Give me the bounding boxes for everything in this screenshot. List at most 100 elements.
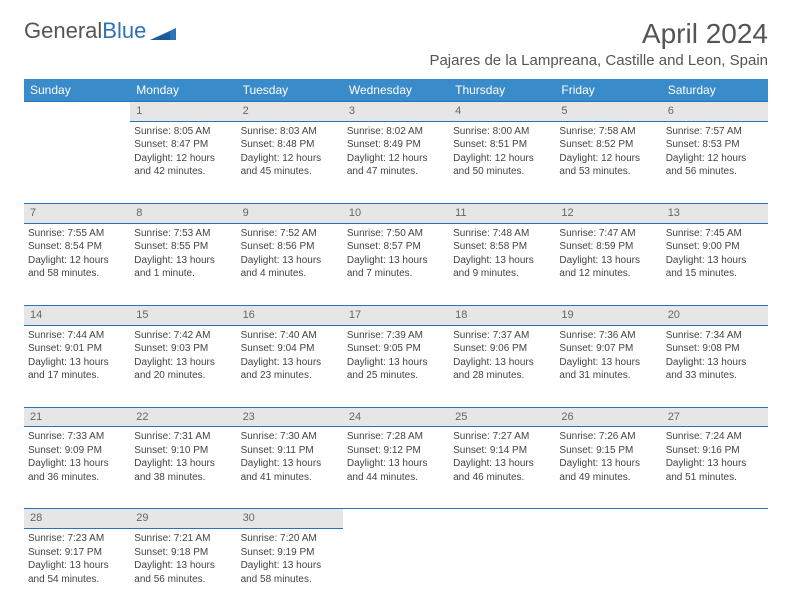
day-number-row: 21222324252627 bbox=[24, 407, 768, 427]
day-cell: Sunrise: 7:24 AMSunset: 9:16 PMDaylight:… bbox=[662, 427, 768, 509]
day-cell bbox=[555, 529, 661, 611]
sunset-text: Sunset: 9:01 PM bbox=[28, 342, 126, 356]
sunrise-text: Sunrise: 7:36 AM bbox=[559, 329, 657, 343]
sunrise-text: Sunrise: 7:53 AM bbox=[134, 227, 232, 241]
day-cell: Sunrise: 7:37 AMSunset: 9:06 PMDaylight:… bbox=[449, 325, 555, 407]
day-cell bbox=[662, 529, 768, 611]
day-cell: Sunrise: 7:45 AMSunset: 9:00 PMDaylight:… bbox=[662, 223, 768, 305]
day-number: 15 bbox=[130, 305, 236, 325]
day-number: 28 bbox=[24, 509, 130, 529]
sunset-text: Sunset: 9:12 PM bbox=[347, 444, 445, 458]
day-number: 29 bbox=[130, 509, 236, 529]
sunrise-text: Sunrise: 7:48 AM bbox=[453, 227, 551, 241]
sunset-text: Sunset: 9:11 PM bbox=[241, 444, 339, 458]
day2-text: and 44 minutes. bbox=[347, 471, 445, 485]
weekday-header: Friday bbox=[555, 79, 661, 102]
sunset-text: Sunset: 9:09 PM bbox=[28, 444, 126, 458]
month-title: April 2024 bbox=[429, 18, 768, 50]
day-cell: Sunrise: 7:53 AMSunset: 8:55 PMDaylight:… bbox=[130, 223, 236, 305]
day1-text: Daylight: 13 hours bbox=[559, 457, 657, 471]
day1-text: Daylight: 13 hours bbox=[134, 559, 232, 573]
location-text: Pajares de la Lampreana, Castille and Le… bbox=[429, 52, 768, 69]
sunrise-text: Sunrise: 7:26 AM bbox=[559, 430, 657, 444]
day1-text: Daylight: 12 hours bbox=[347, 152, 445, 166]
day-number: 18 bbox=[449, 305, 555, 325]
day1-text: Daylight: 13 hours bbox=[347, 457, 445, 471]
day1-text: Daylight: 12 hours bbox=[559, 152, 657, 166]
day1-text: Daylight: 13 hours bbox=[347, 254, 445, 268]
day-cell: Sunrise: 7:34 AMSunset: 9:08 PMDaylight:… bbox=[662, 325, 768, 407]
day2-text: and 42 minutes. bbox=[134, 165, 232, 179]
day2-text: and 41 minutes. bbox=[241, 471, 339, 485]
sunset-text: Sunset: 8:55 PM bbox=[134, 240, 232, 254]
day2-text: and 38 minutes. bbox=[134, 471, 232, 485]
day-number: 23 bbox=[237, 407, 343, 427]
brand-part1: General bbox=[24, 18, 102, 44]
day-cell: Sunrise: 7:47 AMSunset: 8:59 PMDaylight:… bbox=[555, 223, 661, 305]
day-cell bbox=[343, 529, 449, 611]
day-number: 26 bbox=[555, 407, 661, 427]
week-row: Sunrise: 7:55 AMSunset: 8:54 PMDaylight:… bbox=[24, 223, 768, 305]
day2-text: and 58 minutes. bbox=[241, 573, 339, 587]
day-number: 24 bbox=[343, 407, 449, 427]
brand-logo: GeneralBlue bbox=[24, 18, 176, 44]
day-number: 25 bbox=[449, 407, 555, 427]
sunrise-text: Sunrise: 7:45 AM bbox=[666, 227, 764, 241]
day-number: 17 bbox=[343, 305, 449, 325]
day-number: 2 bbox=[237, 102, 343, 122]
sunset-text: Sunset: 8:53 PM bbox=[666, 138, 764, 152]
day-number bbox=[662, 509, 768, 529]
weekday-header: Saturday bbox=[662, 79, 768, 102]
sunrise-text: Sunrise: 7:50 AM bbox=[347, 227, 445, 241]
day-number: 3 bbox=[343, 102, 449, 122]
day1-text: Daylight: 13 hours bbox=[453, 457, 551, 471]
day1-text: Daylight: 13 hours bbox=[666, 254, 764, 268]
day1-text: Daylight: 13 hours bbox=[134, 356, 232, 370]
day-cell: Sunrise: 7:21 AMSunset: 9:18 PMDaylight:… bbox=[130, 529, 236, 611]
sunset-text: Sunset: 9:17 PM bbox=[28, 546, 126, 560]
day-cell: Sunrise: 7:39 AMSunset: 9:05 PMDaylight:… bbox=[343, 325, 449, 407]
weekday-header: Sunday bbox=[24, 79, 130, 102]
sunset-text: Sunset: 9:10 PM bbox=[134, 444, 232, 458]
day2-text: and 58 minutes. bbox=[28, 267, 126, 281]
weekday-header-row: Sunday Monday Tuesday Wednesday Thursday… bbox=[24, 79, 768, 102]
sunrise-text: Sunrise: 7:21 AM bbox=[134, 532, 232, 546]
day2-text: and 20 minutes. bbox=[134, 369, 232, 383]
day1-text: Daylight: 13 hours bbox=[559, 356, 657, 370]
day-number: 21 bbox=[24, 407, 130, 427]
day-cell: Sunrise: 7:33 AMSunset: 9:09 PMDaylight:… bbox=[24, 427, 130, 509]
day-number: 8 bbox=[130, 203, 236, 223]
day-cell: Sunrise: 8:05 AMSunset: 8:47 PMDaylight:… bbox=[130, 121, 236, 203]
sunrise-text: Sunrise: 7:42 AM bbox=[134, 329, 232, 343]
sunset-text: Sunset: 9:16 PM bbox=[666, 444, 764, 458]
day-cell: Sunrise: 7:44 AMSunset: 9:01 PMDaylight:… bbox=[24, 325, 130, 407]
day-number: 19 bbox=[555, 305, 661, 325]
day2-text: and 4 minutes. bbox=[241, 267, 339, 281]
day2-text: and 36 minutes. bbox=[28, 471, 126, 485]
day-cell: Sunrise: 7:31 AMSunset: 9:10 PMDaylight:… bbox=[130, 427, 236, 509]
day1-text: Daylight: 13 hours bbox=[28, 559, 126, 573]
sunrise-text: Sunrise: 7:52 AM bbox=[241, 227, 339, 241]
day1-text: Daylight: 12 hours bbox=[241, 152, 339, 166]
sunset-text: Sunset: 9:04 PM bbox=[241, 342, 339, 356]
day-number: 6 bbox=[662, 102, 768, 122]
sunset-text: Sunset: 8:52 PM bbox=[559, 138, 657, 152]
brand-part2: Blue bbox=[102, 18, 146, 44]
day-cell bbox=[449, 529, 555, 611]
day-cell: Sunrise: 7:57 AMSunset: 8:53 PMDaylight:… bbox=[662, 121, 768, 203]
sunset-text: Sunset: 9:07 PM bbox=[559, 342, 657, 356]
day-number bbox=[343, 509, 449, 529]
day-cell: Sunrise: 7:48 AMSunset: 8:58 PMDaylight:… bbox=[449, 223, 555, 305]
day-number: 7 bbox=[24, 203, 130, 223]
day-number: 22 bbox=[130, 407, 236, 427]
week-row: Sunrise: 7:44 AMSunset: 9:01 PMDaylight:… bbox=[24, 325, 768, 407]
day-number-row: 78910111213 bbox=[24, 203, 768, 223]
day1-text: Daylight: 13 hours bbox=[241, 559, 339, 573]
calendar-table: Sunday Monday Tuesday Wednesday Thursday… bbox=[24, 79, 768, 611]
sunset-text: Sunset: 8:59 PM bbox=[559, 240, 657, 254]
day1-text: Daylight: 13 hours bbox=[134, 457, 232, 471]
day2-text: and 12 minutes. bbox=[559, 267, 657, 281]
day-cell: Sunrise: 7:23 AMSunset: 9:17 PMDaylight:… bbox=[24, 529, 130, 611]
sunset-text: Sunset: 9:03 PM bbox=[134, 342, 232, 356]
sunset-text: Sunset: 9:14 PM bbox=[453, 444, 551, 458]
